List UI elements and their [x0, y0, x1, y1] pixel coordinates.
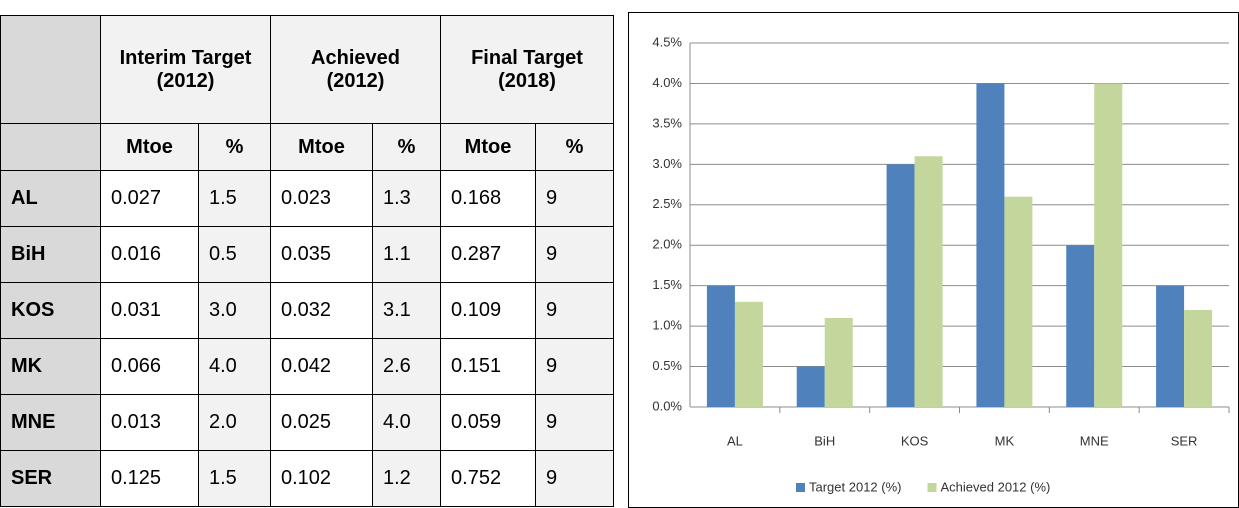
y-tick-label: 0.5%: [652, 358, 682, 373]
corner-cell: [0, 123, 101, 171]
cell: 9: [535, 338, 615, 395]
y-tick-label: 1.0%: [652, 318, 682, 333]
cell: 1.5: [198, 450, 271, 507]
legend-swatch: [927, 483, 937, 492]
bar: [914, 156, 943, 407]
cell: 0.066: [100, 338, 199, 395]
table-row: AL 0.027 1.5 0.023 1.3 0.168 9: [0, 170, 615, 227]
cell: 1.5: [198, 170, 271, 227]
legend-label: Achieved 2012 (%): [941, 479, 1051, 494]
cell: 1.2: [371, 450, 442, 507]
sub-header: Mtoe: [270, 123, 373, 171]
bar: [706, 285, 735, 407]
cell: 9: [535, 394, 615, 451]
cell: 0.035: [270, 226, 373, 283]
row-label: BiH: [0, 226, 101, 283]
bar: [1184, 309, 1213, 407]
group-header: Achieved (2012): [269, 15, 442, 124]
cell: 0.125: [100, 450, 199, 507]
x-tick-label: BiH: [814, 433, 835, 448]
cell: 4.0: [371, 394, 442, 451]
bar: [1004, 196, 1033, 407]
cell: 0.752: [440, 450, 537, 507]
sub-header: Mtoe: [440, 123, 537, 171]
y-tick-label: 1.5%: [652, 277, 682, 292]
sub-header: %: [371, 123, 442, 171]
cell: 0.287: [440, 226, 537, 283]
cell: 9: [535, 226, 615, 283]
table-row: BiH 0.016 0.5 0.035 1.1 0.287 9: [0, 226, 615, 283]
table-row: KOS 0.031 3.0 0.032 3.1 0.109 9: [0, 282, 615, 339]
bar: [824, 318, 853, 407]
cell: 4.0: [198, 338, 271, 395]
cell: 2.0: [198, 394, 271, 451]
y-tick-label: 4.5%: [652, 34, 682, 49]
bar: [1094, 83, 1123, 407]
cell: 3.1: [371, 282, 442, 339]
x-tick-label: SER: [1171, 433, 1198, 448]
cell: 0.109: [440, 282, 537, 339]
y-tick-label: 0.0%: [652, 398, 682, 413]
cell: 0.168: [440, 170, 537, 227]
legend-swatch: [796, 483, 805, 492]
cell: 0.151: [440, 338, 537, 395]
x-tick-label: KOS: [901, 433, 929, 448]
cell: 0.025: [270, 394, 373, 451]
cell: 0.031: [100, 282, 199, 339]
cell: 0.013: [100, 394, 199, 451]
cell: 9: [535, 450, 615, 507]
group-header: Final Target (2018): [440, 15, 615, 124]
sub-header: %: [535, 123, 615, 171]
y-tick-label: 4.0%: [652, 75, 682, 90]
bar: [1066, 245, 1095, 407]
bar: [1156, 285, 1185, 407]
y-tick-label: 3.0%: [652, 156, 682, 171]
cell: 1.3: [371, 170, 442, 227]
row-label: MK: [0, 338, 101, 395]
sub-header: Mtoe: [100, 123, 199, 171]
corner-cell: [0, 15, 101, 124]
table-row: SER 0.125 1.5 0.102 1.2 0.752 9: [0, 450, 615, 507]
chart: 0.0% 0.5% 1.0% 1.5% 2.0% 2.5% 3.0% 3.5% 4.0% 4.5%…: [628, 12, 1239, 508]
sub-header: %: [198, 123, 271, 171]
row-label: MNE: [0, 394, 101, 451]
bar: [734, 301, 763, 407]
x-tick-label: MK: [995, 433, 1015, 448]
y-tick-label: 3.5%: [652, 115, 682, 130]
cell: 1.1: [371, 226, 442, 283]
cell: 9: [535, 170, 615, 227]
x-tick-label: AL: [727, 433, 743, 448]
targets-table: Interim Target (2012) Achieved (2012) Fina…: [0, 15, 615, 507]
legend-label: Target 2012 (%): [809, 479, 902, 494]
table-body: Interim Target (2012) Achieved (2012) Fina…: [0, 15, 615, 507]
bar: [976, 83, 1005, 407]
table-row: MNE 0.013 2.0 0.025 4.0 0.059 9: [0, 394, 615, 451]
row-label: AL: [0, 170, 101, 227]
table-row: Interim Target (2012) Achieved (2012) Fina…: [0, 15, 615, 124]
cell: 3.0: [198, 282, 271, 339]
x-tick-label: MNE: [1080, 433, 1109, 448]
row-label: SER: [0, 450, 101, 507]
bar: [796, 366, 825, 407]
cell: 2.6: [371, 338, 442, 395]
y-tick-label: 2.5%: [652, 196, 682, 211]
table-row: Mtoe% Mtoe% Mtoe%: [0, 123, 615, 171]
cell: 0.5: [198, 226, 271, 283]
cell: 0.032: [270, 282, 373, 339]
cell: 0.102: [270, 450, 373, 507]
row-label: KOS: [0, 282, 101, 339]
group-header: Interim Target (2012): [100, 15, 271, 124]
cell: 0.023: [270, 170, 373, 227]
bar: [886, 164, 915, 407]
cell: 9: [535, 282, 615, 339]
cell: 0.016: [100, 226, 199, 283]
cell: 0.027: [100, 170, 199, 227]
y-tick-label: 2.0%: [652, 237, 682, 252]
cell: 0.042: [270, 338, 373, 395]
table-row: MK 0.066 4.0 0.042 2.6 0.151 9: [0, 338, 615, 395]
cell: 0.059: [440, 394, 537, 451]
